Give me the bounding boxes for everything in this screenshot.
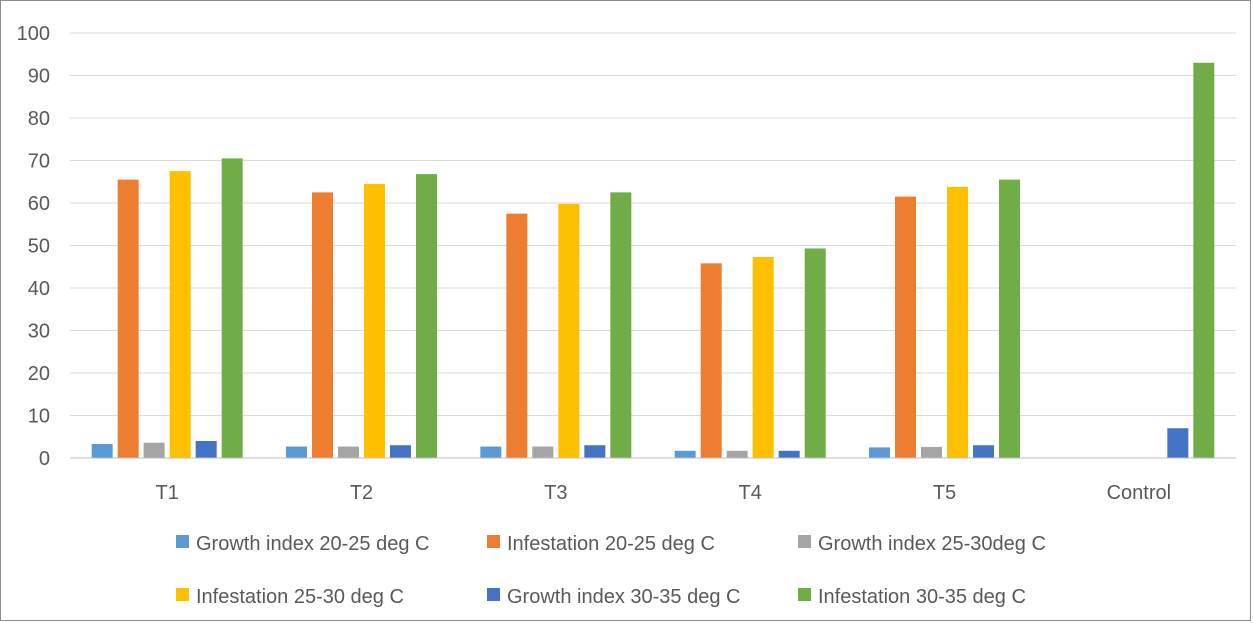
bar-t5-series-2	[895, 196, 916, 458]
legend-swatch	[176, 588, 189, 601]
y-tick-label: 70	[28, 151, 50, 173]
bar-t5-series-5	[973, 445, 994, 458]
bar-t4-series-2	[700, 263, 722, 458]
bar-t4-series-3	[726, 450, 748, 458]
bar-t5-series-6	[999, 179, 1020, 458]
legend-label: Infestation 30-35 deg C	[818, 586, 1026, 608]
y-tick-label: 30	[28, 321, 50, 343]
bar-t5-series-3	[921, 446, 942, 458]
bar-t4-series-6	[804, 248, 826, 458]
bar-t3-series-5	[584, 445, 606, 458]
y-tick-label: 80	[28, 108, 50, 130]
legend-label: Growth index 20-25 deg C	[196, 533, 429, 555]
legend-label: Infestation 20-25 deg C	[507, 533, 715, 555]
legend-label: Growth index 30-35 deg C	[507, 586, 740, 608]
bar-t3-series-4	[558, 203, 580, 458]
bar-t2-series-1	[286, 446, 307, 458]
legend-entry-1: Growth index 20-25 deg C	[176, 533, 429, 555]
bar-t3-series-1	[480, 446, 502, 458]
y-tick-label: 90	[28, 66, 50, 88]
legend-swatch	[176, 535, 189, 548]
x-tick-label: Control	[1107, 482, 1171, 504]
x-axis: T1 T2 T3 T4 T5 Control	[70, 457, 1236, 504]
bar-t1-series-2	[117, 179, 139, 458]
bar-t5-series-4	[947, 186, 968, 458]
legend-swatch	[487, 535, 500, 548]
bar-t2-series-2	[312, 192, 333, 458]
legend-entry-3: Growth index 25-30deg C	[798, 533, 1046, 555]
gridlines	[70, 32, 1236, 416]
bar-t1-series-3	[143, 442, 165, 458]
legend-entry-4: Infestation 25-30 deg C	[176, 586, 404, 608]
x-tick-label: T1	[155, 482, 178, 504]
bar-t4-series-1	[674, 450, 696, 458]
bar-t2-series-5	[390, 445, 411, 458]
y-tick-label: 100	[17, 23, 50, 45]
bar-t1-series-5	[195, 441, 217, 458]
legend-swatch	[798, 588, 811, 601]
bar-t4-series-5	[778, 450, 800, 458]
bar-series	[91, 62, 1215, 458]
bar-control-series-6	[1193, 62, 1215, 458]
y-tick-label: 40	[28, 278, 50, 300]
legend-label: Growth index 25-30deg C	[818, 533, 1046, 555]
legend-swatch	[798, 535, 811, 548]
y-tick-label: 60	[28, 193, 50, 215]
legend-entry-2: Infestation 20-25 deg C	[487, 533, 715, 555]
bar-t3-series-3	[532, 446, 554, 458]
bar-t3-series-2	[506, 213, 528, 458]
bar-t3-series-6	[610, 192, 632, 458]
x-tick-label: T2	[350, 482, 373, 504]
x-tick-label: T5	[933, 482, 956, 504]
bar-t2-series-3	[338, 446, 359, 458]
bar-t2-series-4	[364, 183, 385, 458]
bar-t1-series-6	[221, 158, 243, 458]
bar-t1-series-4	[169, 171, 191, 458]
bar-t4-series-4	[752, 256, 774, 458]
y-tick-label: 10	[28, 406, 50, 428]
x-tick-label: T4	[738, 482, 761, 504]
y-tick-label: 0	[39, 448, 50, 470]
bar-t1-series-1	[91, 443, 113, 458]
x-tick-label: T3	[544, 482, 567, 504]
y-tick-label: 20	[28, 363, 50, 385]
bar-control-series-5	[1167, 428, 1189, 458]
legend-label: Infestation 25-30 deg C	[196, 586, 404, 608]
y-axis: 0 10 20 30 40 50 60 70 80 90 100	[17, 23, 50, 470]
bar-t5-series-1	[869, 447, 890, 458]
legend-swatch	[487, 588, 500, 601]
legend-entry-5: Growth index 30-35 deg C	[487, 586, 740, 608]
legend-entry-6: Infestation 30-35 deg C	[798, 586, 1026, 608]
legend: Growth index 20-25 deg C Infestation 20-2…	[176, 533, 1046, 608]
y-tick-label: 50	[28, 236, 50, 258]
bar-t2-series-6	[416, 174, 437, 458]
